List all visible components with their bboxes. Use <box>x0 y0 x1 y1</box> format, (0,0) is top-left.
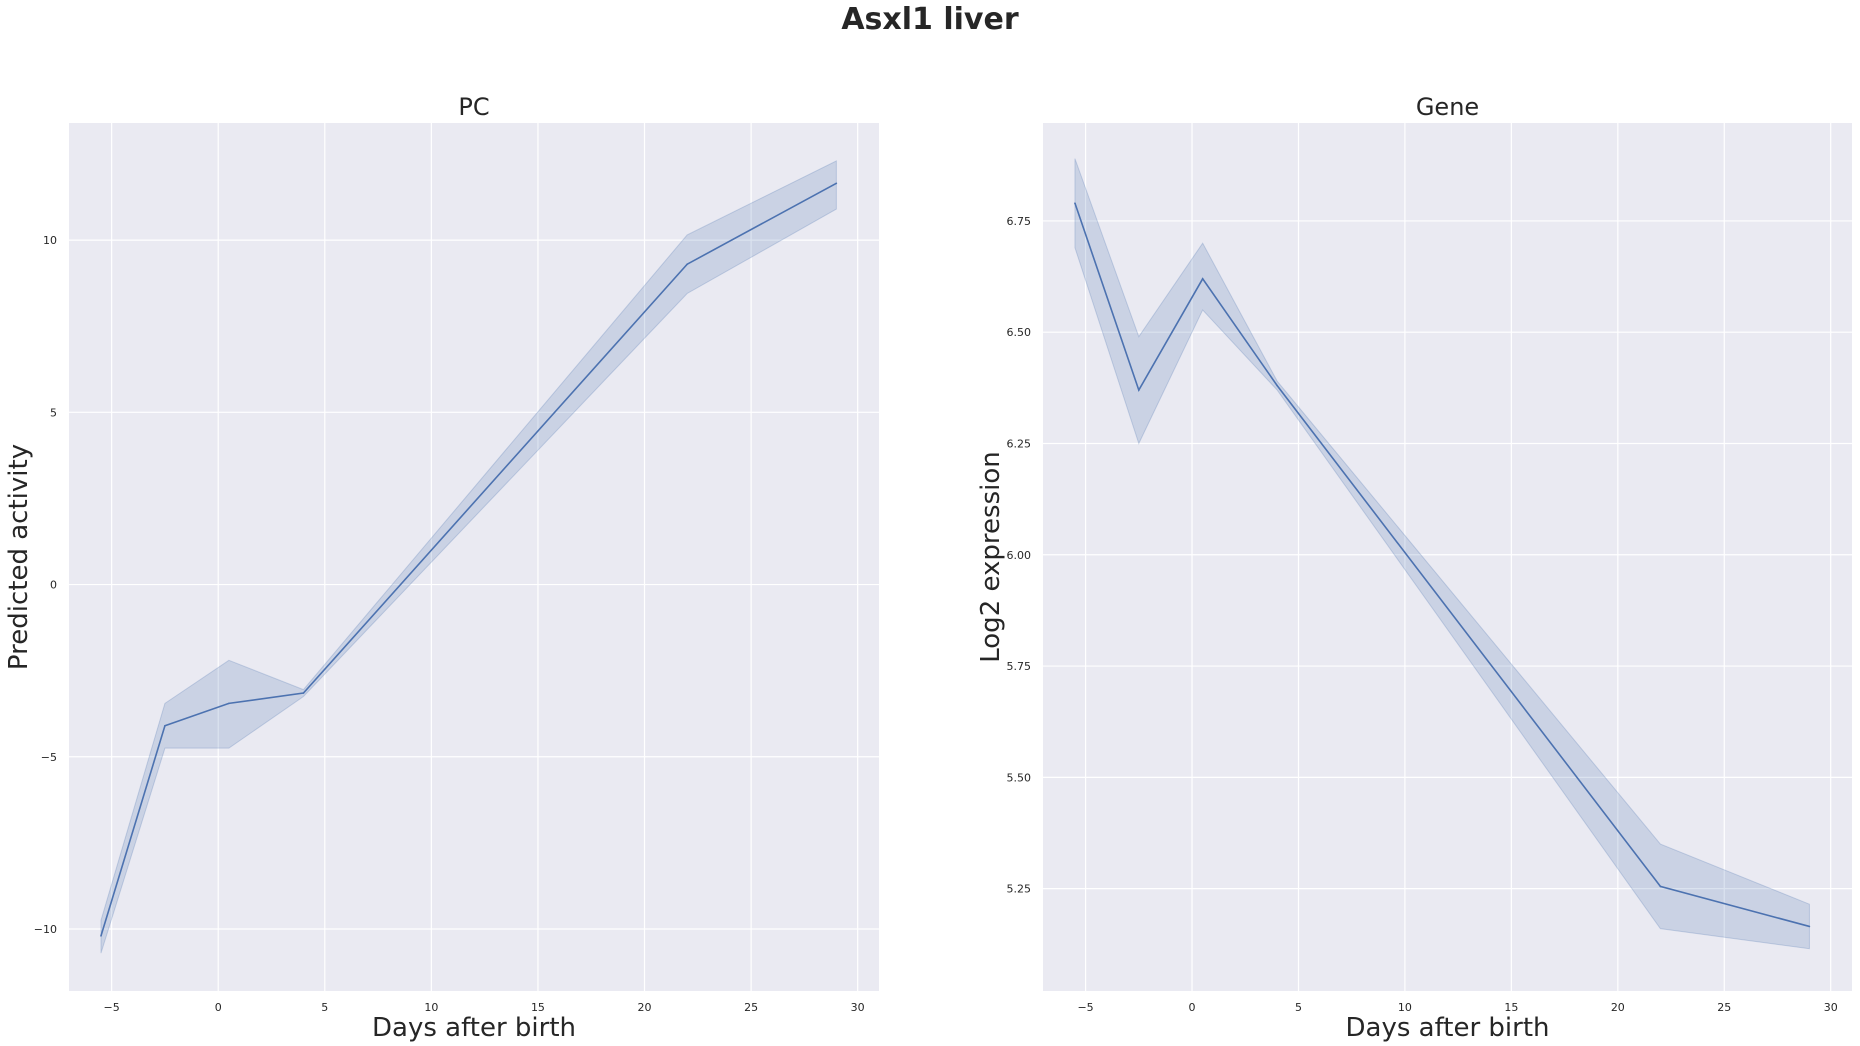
chart-2-x-tick-label: 10 <box>1398 1001 1412 1014</box>
chart-2-x-tick-label: 5 <box>1295 1001 1302 1014</box>
chart-1-series-line <box>100 182 837 937</box>
chart-1-data-point <box>164 724 166 727</box>
chart-1-x-tick-label: −5 <box>104 1001 120 1014</box>
chart-1-panel: −5 0 5 10 15 20 25 30 −10 −5 0 5 10 PC Days after birt… <box>4 93 879 1043</box>
chart-2-series-line <box>1074 202 1810 928</box>
chart-1-x-tick-label: 0 <box>215 1001 222 1014</box>
chart-2-x-tick-label: 25 <box>1717 1001 1731 1014</box>
chart-1-y-tick-label: 5 <box>50 406 57 419</box>
chart-1-data-point <box>835 182 838 185</box>
chart-1-plot-area <box>69 123 879 991</box>
chart-1-y-axis-label: Predicted activity <box>4 444 34 670</box>
chart-2-y-axis-label: Log2 expression <box>976 451 1006 663</box>
chart-2-y-tick-label: 6.25 <box>1007 437 1032 450</box>
chart-2-title: Gene <box>1416 93 1479 121</box>
chart-2-x-axis-label: Days after birth <box>1345 1013 1549 1043</box>
chart-2-data-point <box>1276 384 1278 387</box>
figure-title: Asxl1 liver <box>841 2 1019 37</box>
chart-1-title: PC <box>458 93 489 121</box>
chart-2-y-tick-label: 6.50 <box>1007 326 1032 339</box>
chart-2-y-tick-label: 6.00 <box>1007 549 1032 562</box>
chart-2-y-tick-label: 5.50 <box>1007 771 1032 784</box>
chart-1-x-tick-label: 15 <box>531 1001 545 1014</box>
chart-2-data-point <box>1201 277 1204 280</box>
chart-2-y-tick-label: 5.75 <box>1007 660 1032 673</box>
chart-1-x-tick-label: 20 <box>638 1001 652 1014</box>
chart-2-confidence-band <box>1074 158 1810 950</box>
chart-1-x-tick-label: 25 <box>744 1001 758 1014</box>
chart-1-data-point <box>686 263 688 266</box>
chart-1-x-tick-label: 5 <box>321 1001 328 1014</box>
chart-1-y-tick-label: −10 <box>34 923 57 936</box>
chart-1-y-tick-label: −5 <box>41 751 57 764</box>
chart-2-data-point <box>1659 885 1662 888</box>
chart-1-y-tick-label: 0 <box>50 579 57 592</box>
chart-1-data-point <box>302 692 305 694</box>
chart-2-data-point <box>1808 925 1811 928</box>
chart-2-y-tick-label: 5.25 <box>1007 883 1032 896</box>
chart-2-panel: −5 0 5 10 15 20 25 30 5.25 5.50 5.75 6.00 6.25 6.50 6.… <box>976 93 1852 1043</box>
chart-2-data-point <box>1138 389 1140 391</box>
chart-1-confidence-band <box>100 160 837 954</box>
chart-1-x-tick-label: 30 <box>851 1001 865 1014</box>
chart-2-x-tick-label: 30 <box>1824 1001 1838 1014</box>
chart-1-data-point <box>228 702 230 705</box>
chart-1-data-point <box>100 935 102 937</box>
chart-1-x-tick-label: 10 <box>424 1001 438 1014</box>
chart-2-x-tick-label: 15 <box>1504 1001 1518 1014</box>
chart-2-data-point <box>1074 202 1076 204</box>
chart-2-x-tick-label: 20 <box>1611 1001 1625 1014</box>
chart-1-x-axis-label: Days after birth <box>372 1013 576 1043</box>
chart-1-y-tick-label: 10 <box>43 234 57 247</box>
chart-2-plot-area <box>1043 123 1852 991</box>
chart-2-x-tick-label: −5 <box>1077 1001 1093 1014</box>
chart-2-y-tick-label: 6.75 <box>1007 215 1032 228</box>
chart-2-x-tick-label: 0 <box>1189 1001 1196 1014</box>
